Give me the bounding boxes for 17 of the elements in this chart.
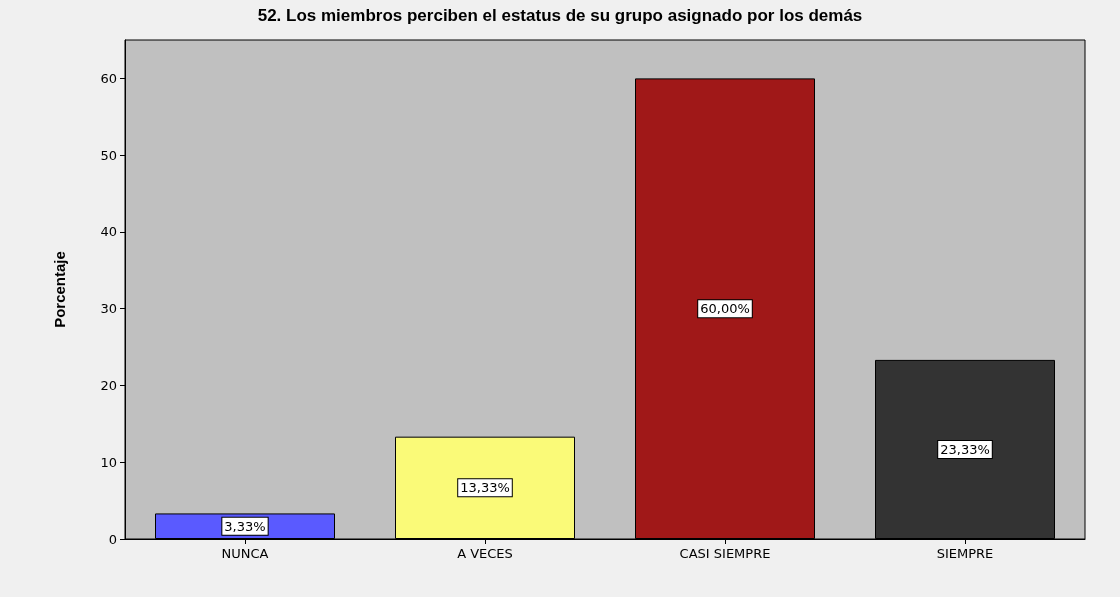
data-label: 60,00% <box>700 301 750 317</box>
data-label: 13,33% <box>460 480 510 496</box>
y-tick-label: 0 <box>108 531 117 547</box>
x-tick-label: CASI SIEMPRE <box>679 546 771 561</box>
y-axis-title: Porcentaje <box>51 251 68 328</box>
y-tick-label: 30 <box>100 301 117 317</box>
x-tick-label: A VECES <box>457 546 513 561</box>
x-tick-label: SIEMPRE <box>936 546 994 561</box>
x-tick-label: NUNCA <box>221 546 269 561</box>
data-label: 3,33% <box>224 518 266 534</box>
chart-title: 52. Los miembros perciben el estatus de su grupo asignado por los demás <box>257 6 863 25</box>
y-tick-label: 60 <box>100 70 117 86</box>
y-tick-label: 50 <box>100 147 117 163</box>
y-tick-label: 40 <box>100 224 117 240</box>
y-tick-label: 10 <box>100 454 117 470</box>
data-label: 23,33% <box>940 441 990 457</box>
y-tick-label: 20 <box>100 377 117 393</box>
